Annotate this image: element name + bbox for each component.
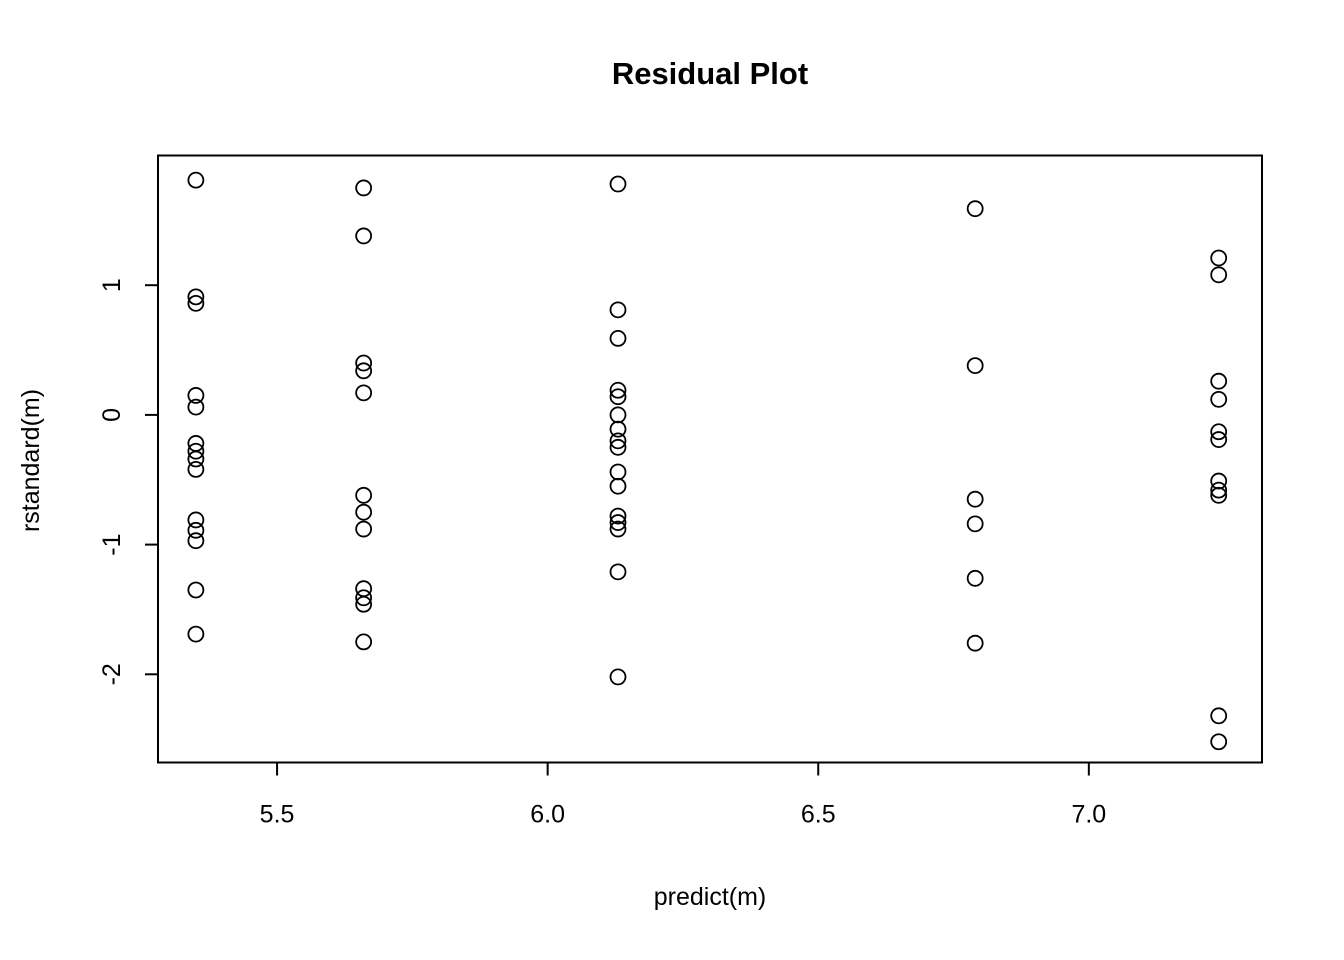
data-point	[966, 357, 984, 375]
data-point	[187, 294, 205, 312]
data-point	[966, 515, 984, 533]
data-point	[609, 381, 627, 399]
data-point	[187, 450, 205, 468]
data-point	[609, 329, 627, 347]
x-axis-label: predict(m)	[653, 883, 767, 911]
data-point	[609, 175, 627, 193]
data-point	[355, 486, 373, 504]
data-point	[1210, 249, 1228, 267]
data-point	[355, 580, 373, 598]
data-point	[609, 514, 627, 531]
plot-title: Residual Plot	[611, 56, 809, 91]
data-point	[355, 589, 373, 607]
data-point	[1210, 472, 1228, 490]
data-point	[609, 388, 627, 406]
data-point	[1210, 266, 1228, 284]
x-tick-label: 6.0	[530, 801, 565, 829]
data-point	[187, 398, 205, 416]
data-point	[1210, 431, 1228, 448]
data-point	[187, 532, 205, 550]
data-point	[609, 438, 627, 456]
data-point	[609, 520, 627, 538]
data-point	[609, 477, 627, 495]
y-tick-label: 0	[98, 408, 126, 422]
data-point	[355, 179, 373, 197]
data-point	[187, 387, 205, 404]
data-point	[609, 507, 627, 525]
data-point	[355, 503, 373, 521]
data-point	[355, 633, 373, 651]
data-point	[609, 406, 627, 424]
data-point	[355, 595, 373, 613]
data-point	[1210, 486, 1228, 504]
plot-box	[157, 154, 1263, 764]
data-point	[355, 384, 373, 402]
data-point	[966, 634, 984, 652]
x-tick-label: 6.5	[801, 801, 836, 829]
data-point	[355, 362, 373, 380]
data-point	[1210, 481, 1228, 499]
x-tick-label: 5.5	[260, 801, 295, 829]
y-tick-label: -1	[98, 533, 126, 555]
data-point	[355, 354, 373, 372]
x-tick-label: 7.0	[1071, 801, 1106, 829]
data-point	[609, 563, 627, 581]
data-point	[1210, 733, 1228, 751]
data-point	[1210, 372, 1228, 390]
data-point	[187, 511, 205, 529]
data-point	[966, 490, 984, 508]
data-point	[1210, 423, 1228, 441]
data-point	[187, 442, 205, 460]
data-point	[609, 668, 627, 686]
data-point	[966, 200, 984, 218]
data-point	[355, 520, 373, 538]
data-point	[187, 581, 205, 599]
data-point	[187, 288, 205, 306]
data-point	[1210, 390, 1228, 408]
y-axis-label: rstandard(m)	[17, 388, 45, 533]
y-tick-label: 1	[98, 278, 126, 292]
data-point	[187, 171, 205, 189]
data-point	[609, 420, 627, 438]
data-point	[966, 569, 984, 587]
data-point	[1210, 707, 1228, 725]
data-point	[355, 227, 373, 245]
data-point	[187, 625, 205, 643]
data-point	[187, 521, 205, 539]
data-point	[609, 301, 627, 319]
data-point	[187, 460, 205, 478]
data-point	[609, 463, 627, 481]
y-tick-label: -2	[98, 663, 126, 685]
data-point	[609, 432, 627, 450]
